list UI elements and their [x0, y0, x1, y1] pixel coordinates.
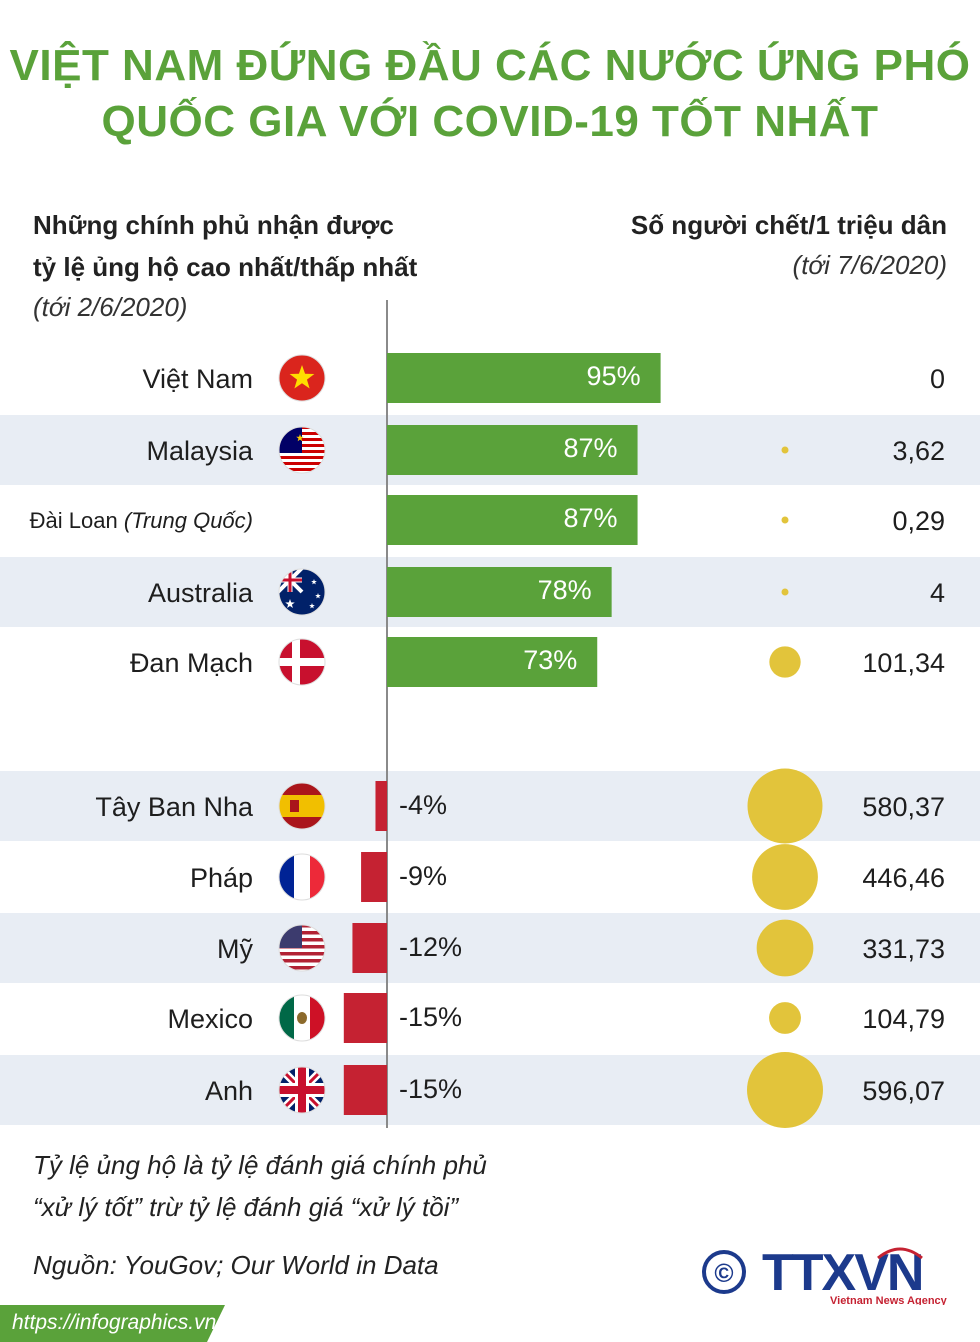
- title-line-2: QUỐC GIA VỚI COVID-19 TỐT NHẤT: [101, 97, 879, 146]
- death-bubble: [769, 646, 801, 678]
- approval-bar: [387, 637, 598, 687]
- copyright-symbol: ©: [714, 1258, 733, 1288]
- death-bubble: [769, 1002, 801, 1034]
- approval-bar: [352, 923, 387, 973]
- country-label: Đài Loan (Trung Quốc): [30, 508, 253, 533]
- country-label: Pháp: [190, 863, 253, 893]
- vietnam-flag-icon: [278, 354, 326, 402]
- approval-bar: [343, 1065, 387, 1115]
- approval-bar: [387, 567, 612, 617]
- country-label: Việt Nam: [142, 364, 253, 394]
- deaths-label: 446,46: [862, 863, 945, 893]
- denmark-flag-icon: [278, 638, 326, 686]
- country-name: Đài Loan: [30, 508, 124, 533]
- ttxvn-logo: © TTXVN Vietnam News Agency: [700, 1238, 970, 1313]
- spain-flag-icon: [278, 782, 326, 830]
- right-header-date: (tới 7/6/2020): [792, 250, 947, 280]
- usa-flag-icon: [278, 924, 326, 972]
- approval-label: 78%: [538, 575, 592, 605]
- death-bubble: [747, 768, 823, 844]
- country-label: Mỹ: [217, 934, 253, 964]
- country-label: Anh: [205, 1076, 253, 1106]
- right-header-line-1: Số người chết/1 triệu dân: [630, 210, 947, 240]
- deaths-label: 596,07: [862, 1076, 945, 1106]
- approval-bar: [387, 353, 661, 403]
- approval-bar: [361, 852, 387, 902]
- approval-label: 87%: [564, 433, 618, 463]
- uk-flag-icon: [278, 1066, 326, 1114]
- deaths-label: 4: [930, 578, 945, 608]
- approval-label: -9%: [399, 861, 447, 891]
- death-bubble: [781, 446, 789, 454]
- logo-text: TTXVN: [762, 1244, 922, 1302]
- approval-bar: [387, 495, 638, 545]
- approval-label: -15%: [399, 1074, 462, 1104]
- left-header-date: (tới 2/6/2020): [33, 292, 188, 322]
- deaths-label: 331,73: [862, 934, 945, 964]
- death-bubble: [752, 844, 818, 910]
- row-band: [0, 1055, 980, 1125]
- approval-label: -4%: [399, 790, 447, 820]
- approval-label: -15%: [399, 1002, 462, 1032]
- approval-label: -12%: [399, 932, 462, 962]
- footer-url-tab: [0, 1305, 225, 1342]
- deaths-label: 104,79: [862, 1004, 945, 1034]
- approval-label: 95%: [587, 361, 641, 391]
- source-note: Nguồn: YouGov; Our World in Data: [33, 1250, 439, 1280]
- country-suffix: (Trung Quốc): [124, 508, 253, 533]
- deaths-label: 101,34: [862, 648, 945, 678]
- mexico-flag-icon: [278, 994, 326, 1042]
- left-header-line-1: Những chính phủ nhận được: [33, 210, 394, 240]
- death-bubble: [781, 588, 789, 596]
- page-title: VIỆT NAM ĐỨNG ĐẦU CÁC NƯỚC ỨNG PHÓ QUỐC …: [0, 38, 980, 150]
- deaths-label: 0: [930, 364, 945, 394]
- approval-label: 73%: [523, 645, 577, 675]
- death-bubble: [747, 1052, 823, 1128]
- france-flag-icon: [278, 853, 326, 901]
- country-label: Mexico: [167, 1004, 253, 1034]
- approval-label: 87%: [564, 503, 618, 533]
- malaysia-flag-icon: [278, 426, 326, 474]
- death-bubble: [781, 516, 789, 524]
- note-line-2: “xử lý tốt” trừ tỷ lệ đánh giá “xử lý tồ…: [33, 1192, 459, 1222]
- deaths-label: 580,37: [862, 792, 945, 822]
- footer-url[interactable]: https://infographics.vn/: [12, 1311, 223, 1334]
- approval-bar: [387, 425, 638, 475]
- country-label: Malaysia: [146, 436, 254, 466]
- country-label: Đan Mạch: [130, 648, 253, 678]
- death-bubble: [756, 919, 814, 977]
- row-band: [0, 913, 980, 983]
- approval-bar: [375, 781, 387, 831]
- approval-deaths-chart: Việt Nam 95% 0 Malaysia 87% 3,62 Đài Loan (Tru…: [0, 300, 980, 1128]
- country-label: Tây Ban Nha: [95, 792, 254, 822]
- country-label: Australia: [148, 578, 254, 608]
- logo-subtitle: Vietnam News Agency: [830, 1295, 948, 1307]
- copyright-icon: [702, 1250, 746, 1294]
- left-header-line-2: tỷ lệ ủng hộ cao nhất/thấp nhất: [33, 252, 418, 282]
- deaths-label: 3,62: [892, 436, 945, 466]
- note-line-1: Tỷ lệ ủng hộ là tỷ lệ đánh giá chính phủ: [33, 1150, 487, 1180]
- deaths-label: 0,29: [892, 506, 945, 536]
- title-line-1: VIỆT NAM ĐỨNG ĐẦU CÁC NƯỚC ỨNG PHÓ: [9, 41, 971, 90]
- approval-bar: [343, 993, 387, 1043]
